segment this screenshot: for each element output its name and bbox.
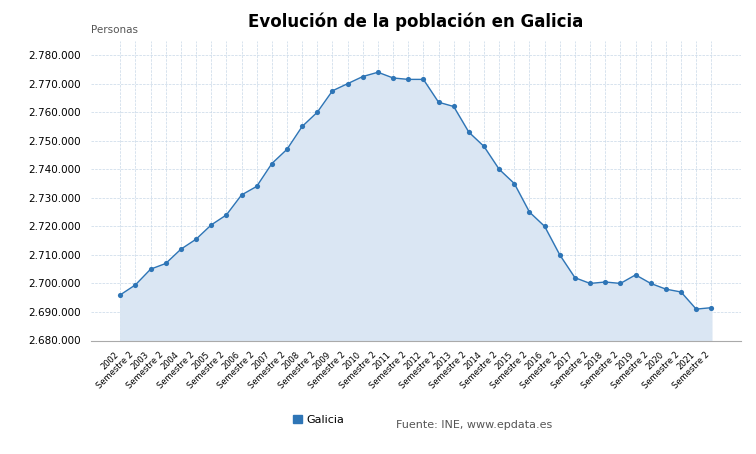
Point	[584, 280, 596, 287]
Title: Evolución de la población en Galicia: Evolución de la población en Galicia	[248, 12, 584, 31]
Point	[538, 223, 550, 230]
Point	[114, 291, 126, 298]
Point	[175, 246, 187, 253]
Legend: Galicia: Galicia	[293, 415, 344, 425]
Point	[372, 69, 384, 76]
Point	[463, 128, 475, 136]
Point	[493, 166, 505, 173]
Point	[645, 280, 657, 287]
Point	[251, 183, 263, 190]
Point	[144, 266, 156, 273]
Text: Fuente: INE, www.epdata.es: Fuente: INE, www.epdata.es	[396, 420, 553, 430]
Text: Personas: Personas	[91, 25, 138, 35]
Point	[417, 76, 429, 83]
Point	[508, 180, 520, 187]
Point	[357, 73, 369, 80]
Point	[690, 306, 702, 313]
Point	[660, 286, 672, 293]
Point	[478, 143, 490, 150]
Point	[160, 260, 172, 267]
Point	[600, 278, 612, 286]
Point	[402, 76, 414, 83]
Point	[190, 236, 202, 243]
Point	[327, 87, 339, 94]
Point	[129, 281, 141, 288]
Point	[630, 271, 642, 278]
Point	[569, 274, 581, 281]
Point	[432, 99, 445, 106]
Point	[220, 211, 232, 218]
Point	[266, 160, 278, 167]
Point	[615, 280, 627, 287]
Point	[281, 146, 293, 153]
Point	[523, 208, 535, 216]
Point	[296, 123, 308, 130]
Point	[235, 191, 247, 198]
Point	[675, 288, 687, 296]
Point	[448, 103, 460, 110]
Point	[705, 304, 717, 311]
Point	[553, 251, 565, 258]
Point	[311, 109, 324, 116]
Point	[205, 221, 217, 228]
Point	[387, 74, 399, 82]
Point	[342, 80, 354, 87]
